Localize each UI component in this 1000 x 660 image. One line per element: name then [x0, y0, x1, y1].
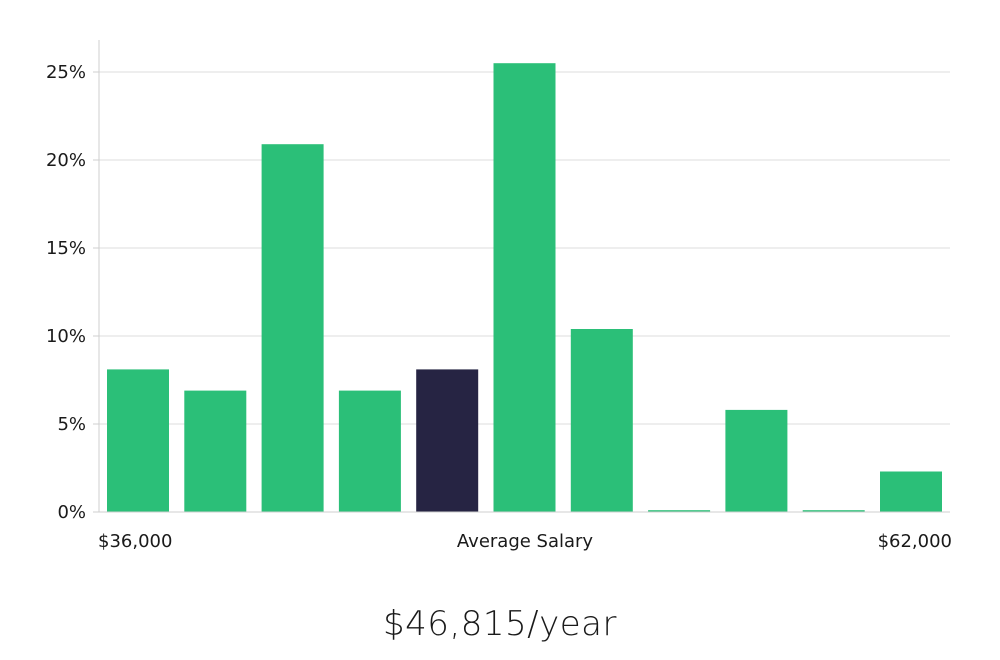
bar	[261, 144, 324, 512]
x-axis-title: Average Salary	[457, 531, 594, 552]
average-salary-value: $46,815/year	[383, 604, 617, 644]
bar	[802, 510, 865, 512]
bars	[107, 63, 942, 512]
bar	[338, 390, 401, 512]
bar-highlighted	[416, 369, 479, 512]
y-tick-label: 10%	[46, 326, 86, 347]
x-min-label: $36,000	[98, 531, 172, 552]
bar	[107, 369, 169, 512]
y-tick-label: 5%	[57, 414, 86, 435]
bar	[570, 329, 633, 512]
bar	[725, 409, 788, 512]
bar	[880, 471, 942, 512]
bar	[184, 390, 247, 512]
y-tick-labels: 0% 5% 10% 15% 20% 25%	[46, 62, 86, 523]
y-tick-label: 15%	[46, 238, 86, 259]
y-tick-label: 25%	[46, 62, 86, 83]
y-tick-label: 20%	[46, 150, 86, 171]
y-tick-label: 0%	[57, 502, 86, 523]
x-max-label: $62,000	[878, 531, 952, 552]
salary-histogram: 0%5%10%15%20%25% $36,000 Average Salary …	[46, 40, 952, 552]
bar	[648, 510, 711, 512]
bar	[493, 63, 556, 512]
